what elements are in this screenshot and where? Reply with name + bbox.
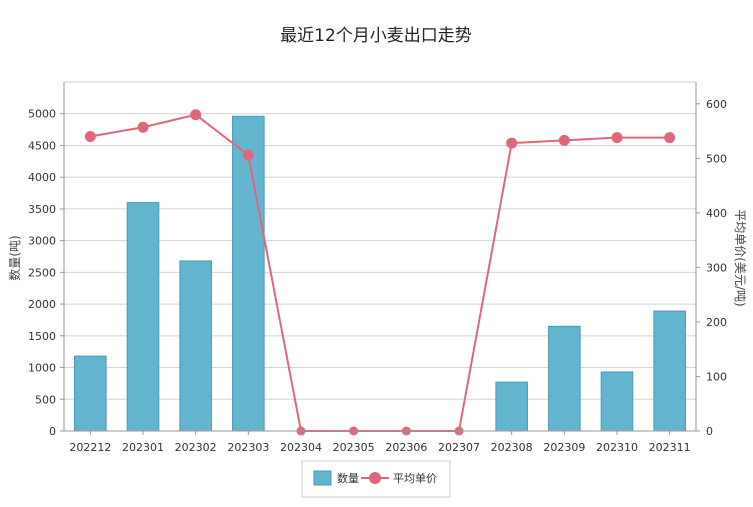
bar-series <box>74 115 686 432</box>
x-axis: 202212 202301 202302 202303 202304 202305 2023… <box>64 430 696 454</box>
y2-tick-label: 200 <box>706 316 727 329</box>
legend-marker-swatch <box>369 472 381 484</box>
y-axis-left: 0 500 1000 1500 2000 2500 3000 3500 4000 4500 5000 <box>28 82 65 438</box>
y-tick-label: 0 <box>49 425 56 438</box>
y-tick-label: 3500 <box>28 203 56 216</box>
legend: 数量 平均单价 <box>301 460 451 498</box>
y2-tick-label: 300 <box>706 261 727 274</box>
x-tick-label: 202302 <box>175 441 217 454</box>
price-point-202212 <box>84 131 96 143</box>
bar-202302 <box>179 260 212 432</box>
y-tick-label: 2500 <box>28 266 56 279</box>
price-point-202301 <box>137 121 149 133</box>
y-axis-right-label: 平均单价(美元/吨) <box>733 209 747 306</box>
x-tick-label: 202311 <box>649 441 691 454</box>
bar-202309 <box>548 325 581 432</box>
bar-202308 <box>495 381 528 432</box>
x-tick-label: 202307 <box>438 441 480 454</box>
y-tick-label: 500 <box>35 393 56 406</box>
y-axis-left-label: 数量(吨) <box>7 235 22 280</box>
price-point-202308 <box>506 137 518 149</box>
y-tick-label: 2000 <box>28 298 56 311</box>
x-tick-label: 202304 <box>280 441 322 454</box>
x-tick-label: 202308 <box>491 441 533 454</box>
price-point-202302 <box>190 109 202 121</box>
x-tick-label: 202212 <box>69 441 111 454</box>
y2-tick-label: 100 <box>706 370 727 383</box>
legend-bar-swatch <box>313 470 332 486</box>
y-tick-label: 3000 <box>28 235 56 248</box>
chart-title: 最近12个月小麦出口走势 <box>280 26 472 46</box>
x-tick-label: 202303 <box>227 441 269 454</box>
price-point-202311 <box>664 132 676 144</box>
y2-tick-label: 400 <box>706 207 727 220</box>
bar-202310 <box>600 371 634 432</box>
grid <box>64 113 696 400</box>
legend-label-quantity: 数量 <box>337 472 359 485</box>
x-tick-label: 202305 <box>333 441 375 454</box>
y2-tick-label: 0 <box>706 425 713 438</box>
x-tick-label: 202310 <box>596 441 638 454</box>
bar-202301 <box>126 202 160 432</box>
y-tick-label: 4500 <box>28 139 56 152</box>
y-axis-right: 0 100 200 300 400 500 600 <box>695 82 727 438</box>
y-tick-label: 1500 <box>28 330 56 343</box>
legend-label-price: 平均单价 <box>393 472 437 485</box>
price-point-202309 <box>558 134 570 146</box>
x-tick-label: 202301 <box>122 441 164 454</box>
x-tick-label: 202309 <box>543 441 585 454</box>
bar-202303 <box>232 115 265 432</box>
y-tick-label: 1000 <box>28 362 56 375</box>
y-tick-label: 4000 <box>28 171 56 184</box>
y2-tick-label: 600 <box>706 98 727 111</box>
price-point-202303 <box>242 149 254 161</box>
bar-202212 <box>74 355 107 432</box>
price-point-202310 <box>611 132 623 144</box>
x-tick-label: 202306 <box>385 441 427 454</box>
y2-tick-label: 500 <box>706 152 727 165</box>
y-tick-label: 5000 <box>28 108 56 121</box>
bar-202311 <box>653 310 686 432</box>
